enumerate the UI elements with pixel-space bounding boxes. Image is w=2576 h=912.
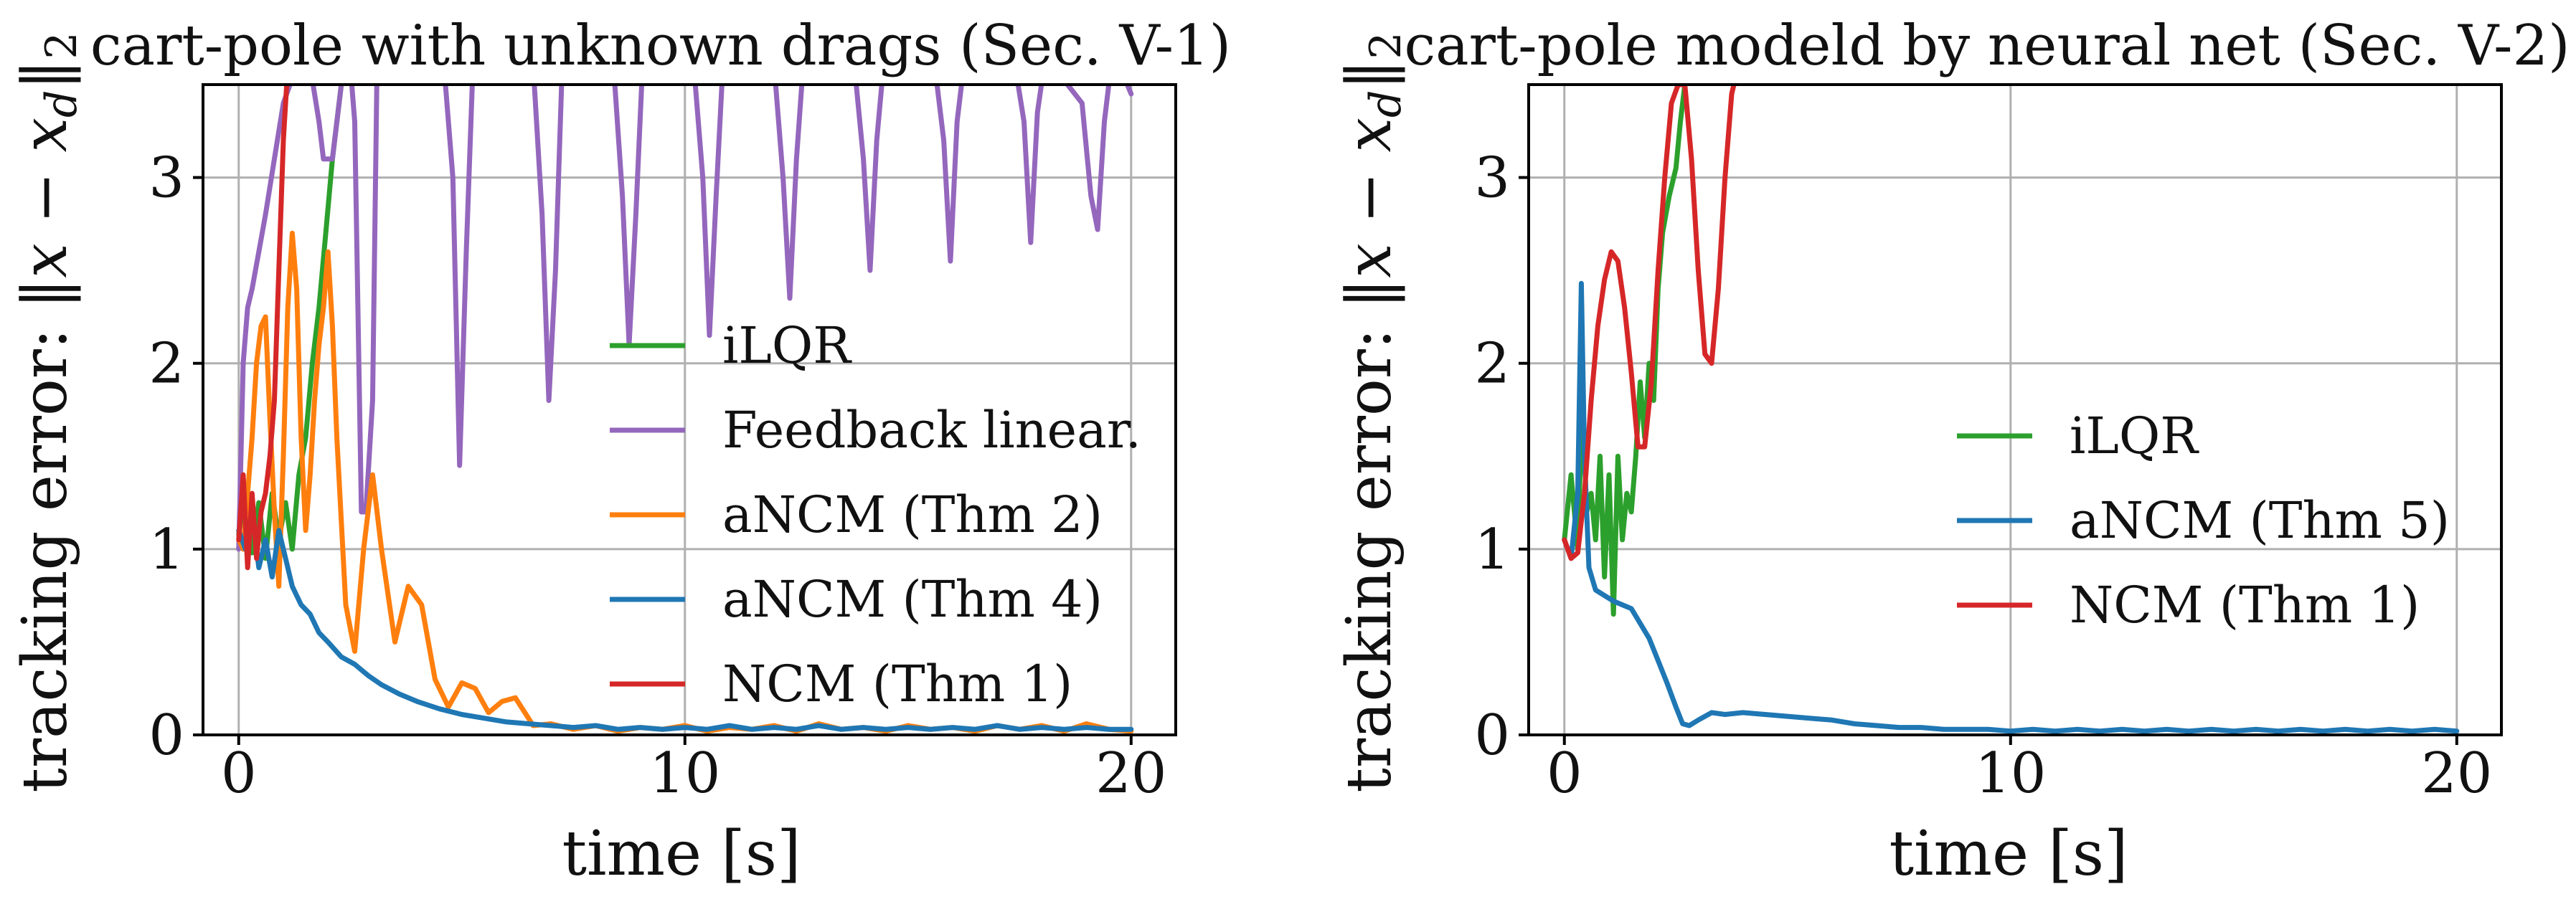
legend-label: aNCM (Thm 4) — [722, 570, 1103, 629]
series-line-ancm-thm-5 — [1562, 280, 2460, 734]
x-axis-label: time [s] — [1889, 818, 2128, 890]
legend-label: NCM (Thm 1) — [2070, 576, 2420, 635]
y-axis-label: tracking error: ‖x − xd‖2 — [9, 32, 87, 792]
y-axis-label: tracking error: ‖x − xd‖2 — [1334, 32, 1411, 792]
x-axis-label: time [s] — [562, 818, 801, 890]
y-tick-label: 3 — [148, 146, 184, 211]
chart-title: cart-pole with unknown drags (Sec. V-1) — [90, 14, 1231, 78]
chart-panel-left: 0 10 20 0 1 2 3 cart-pole with unknown drags (… — [9, 14, 1231, 890]
plot-area — [203, 85, 1176, 735]
x-tick-label: 0 — [1547, 741, 1582, 806]
legend: iLQR aNCM (Thm 5) NCM (Thm 1) — [1957, 407, 2450, 635]
legend-label: aNCM (Thm 5) — [2070, 491, 2450, 550]
y-tick-label: 1 — [1474, 518, 1510, 582]
x-tick-label: 20 — [1095, 741, 1166, 806]
series-lines — [1562, 85, 2460, 734]
legend-label: NCM (Thm 1) — [722, 655, 1072, 713]
plot-frame — [202, 83, 1177, 736]
y-tick-label: 2 — [1474, 332, 1510, 396]
y-tick-label: 1 — [148, 518, 184, 582]
plot-area — [1529, 85, 2501, 735]
x-tick-label: 0 — [221, 741, 257, 806]
series-line-feedback-linear — [236, 85, 1134, 552]
chart-panel-right: 0 10 20 0 1 2 3 cart-pole modeld by neural net… — [1334, 14, 2570, 890]
axis-ticks: 0 10 20 0 1 2 3 — [148, 146, 1166, 806]
x-tick-label: 10 — [1975, 741, 2046, 806]
x-tick-label: 20 — [2421, 741, 2492, 806]
axis-ticks: 0 10 20 0 1 2 3 — [1474, 146, 2492, 806]
y-tick-label: 0 — [148, 703, 184, 768]
series-line-ncm-thm-1 — [1562, 85, 1737, 561]
y-tick-label: 0 — [1474, 703, 1510, 768]
legend-label: aNCM (Thm 2) — [722, 485, 1103, 544]
series-line-ancm-thm-4 — [236, 509, 1134, 732]
series-line-ncm-thm-1 — [236, 85, 290, 571]
chart-title: cart-pole modeld by neural net (Sec. V-2… — [1404, 14, 2570, 78]
series-lines — [236, 85, 1134, 734]
x-tick-label: 10 — [649, 741, 720, 806]
y-tick-label: 3 — [1474, 146, 1510, 211]
y-tick-label: 2 — [148, 332, 184, 396]
legend-label: iLQR — [2070, 407, 2199, 465]
plot-frame — [1527, 83, 2503, 736]
legend-label: Feedback linear. — [722, 401, 1141, 460]
series-line-ilqr — [236, 85, 344, 561]
legend: iLQR Feedback linear. aNCM (Thm 2) aNCM (Th… — [610, 316, 1141, 713]
legend-label: iLQR — [722, 316, 852, 375]
